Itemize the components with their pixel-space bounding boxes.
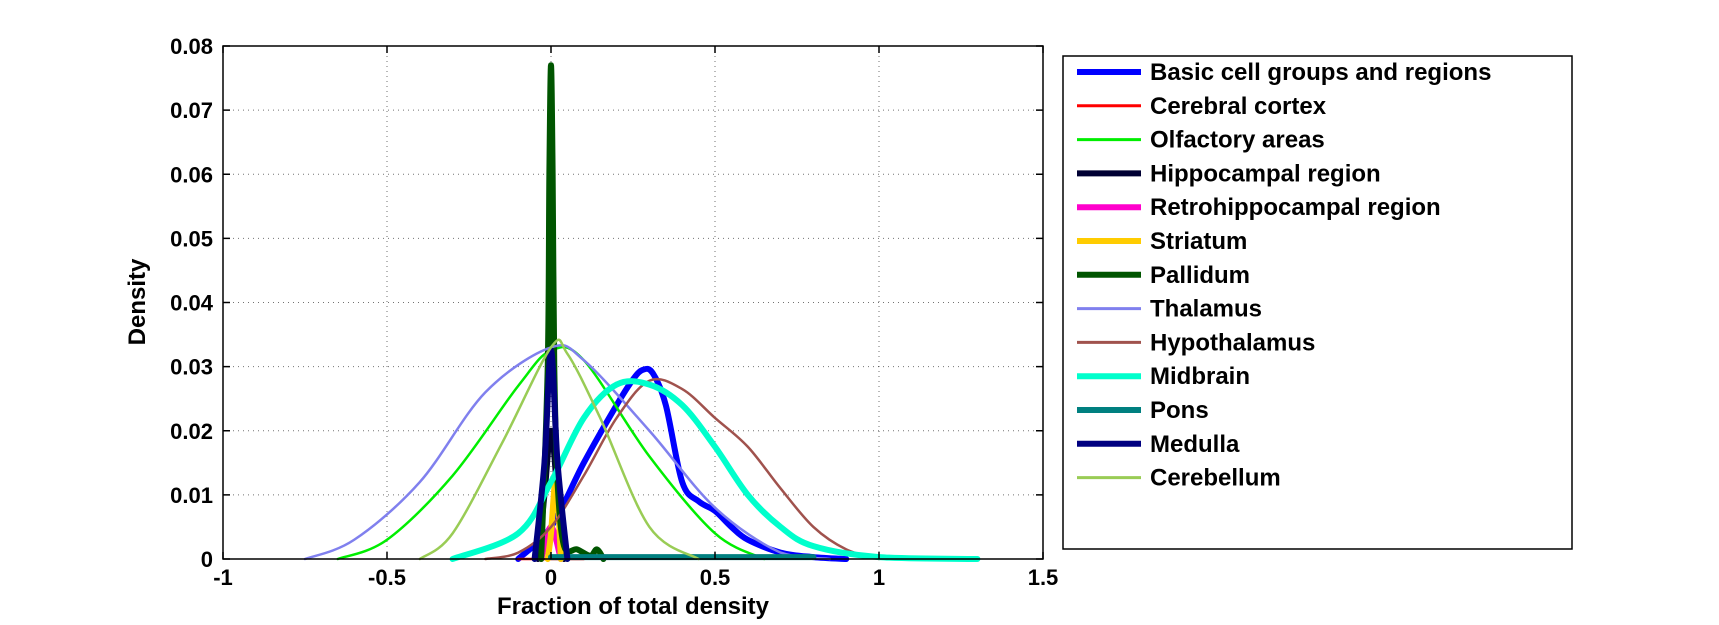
series-line-basic-cell-groups-and-regions <box>515 365 850 562</box>
legend-label-cerebral-cortex: Cerebral cortex <box>1150 93 1327 120</box>
x-tick-label: 1 <box>873 565 885 590</box>
series-line-hypothalamus <box>484 377 881 561</box>
y-tick-label: 0.06 <box>170 162 213 187</box>
legend-label-pons: Pons <box>1150 397 1209 424</box>
y-tick-label: 0.01 <box>170 483 213 508</box>
x-tick-label: -1 <box>213 565 233 590</box>
series-line-thalamus <box>303 343 832 561</box>
series-line-midbrain <box>449 378 981 562</box>
y-tick-label: 0.05 <box>170 226 213 251</box>
legend-label-olfactory-areas: Olfactory areas <box>1150 127 1325 154</box>
y-tick-label: 0.07 <box>170 98 213 123</box>
series-line-cerebellum <box>418 338 700 561</box>
legend: Basic cell groups and regions Cerebral co… <box>1077 59 1491 492</box>
legend-label-striatum: Striatum <box>1150 228 1247 255</box>
legend-label-midbrain: Midbrain <box>1150 363 1250 390</box>
legend-box <box>1062 55 1573 550</box>
series-line-medulla <box>531 347 571 562</box>
legend-label-pallidum: Pallidum <box>1150 262 1250 289</box>
y-tick-label: 0.03 <box>170 355 213 380</box>
y-axis-label: Density <box>124 258 151 345</box>
x-tick-label: 0.5 <box>700 565 731 590</box>
y-tick-label: 0.02 <box>170 419 213 444</box>
legend-label-hippocampal-region: Hippocampal region <box>1150 160 1381 187</box>
y-tick-label: 0.08 <box>170 34 213 59</box>
x-tick-label: 0 <box>545 565 557 590</box>
y-tick-label: 0 <box>201 547 213 572</box>
legend-label-retrohippocampal-region: Retrohippocampal region <box>1150 194 1441 221</box>
x-tick-label: 1.5 <box>1028 565 1059 590</box>
legend-label-medulla: Medulla <box>1150 431 1240 458</box>
legend-label-thalamus: Thalamus <box>1150 296 1262 323</box>
x-axis-label: Fraction of total density <box>497 593 770 620</box>
y-tick-label: 0.04 <box>170 291 214 316</box>
legend-label-hypothalamus: Hypothalamus <box>1150 329 1315 356</box>
tick-layer: -1 -0.5 0 0.5 1 1.5 0 0.01 0.02 0.03 0.04 0.05 0.06 0… <box>170 34 1058 590</box>
legend-label-cerebellum: Cerebellum <box>1150 465 1281 492</box>
legend-label-basic-cell-groups-and-regions: Basic cell groups and regions <box>1150 59 1491 86</box>
x-tick-label: -0.5 <box>368 565 406 590</box>
